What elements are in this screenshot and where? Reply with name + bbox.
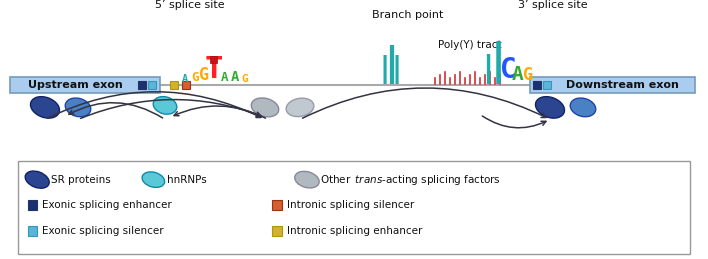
Ellipse shape [25,171,50,188]
Text: |: | [392,55,402,84]
Ellipse shape [286,98,314,117]
Text: |: | [491,41,506,84]
Bar [28,200,38,210]
FancyArrowPatch shape [81,99,261,118]
Text: 3’ splice site: 3’ splice site [518,0,588,10]
Text: G: G [241,74,249,84]
Text: A: A [512,65,524,84]
Text: A: A [231,70,239,84]
Bar [530,77,695,93]
Bar [210,56,217,63]
Text: T: T [205,55,223,84]
Ellipse shape [251,98,279,117]
Bar [273,200,282,210]
Text: G: G [523,66,533,84]
Bar [10,77,160,93]
Text: SR proteins: SR proteins [51,175,110,185]
FancyArrowPatch shape [302,88,546,118]
Text: G: G [199,66,209,84]
Text: |: | [384,45,398,84]
Text: hnRNPs: hnRNPs [167,175,207,185]
Text: G: G [191,71,199,84]
Bar [273,226,282,236]
Text: 5’ splice site: 5’ splice site [155,0,225,10]
FancyArrowPatch shape [47,92,261,118]
Bar [170,81,178,89]
Ellipse shape [295,171,319,188]
Text: |: | [380,55,390,84]
Bar [138,81,146,89]
Ellipse shape [535,97,564,118]
Text: Downstream exon: Downstream exon [566,80,679,90]
Text: Upstream exon: Upstream exon [28,80,122,90]
Text: C: C [500,56,516,84]
Bar [28,226,38,236]
Bar [533,81,541,89]
FancyBboxPatch shape [18,161,690,254]
Bar [148,81,156,89]
Ellipse shape [153,97,177,114]
Text: Branch point: Branch point [372,10,444,20]
Ellipse shape [142,172,165,188]
Ellipse shape [570,98,595,117]
Ellipse shape [30,97,59,118]
FancyArrowPatch shape [482,116,546,128]
Text: A: A [221,71,229,84]
Text: A: A [182,74,188,84]
Text: Poly(Y) tract: Poly(Y) tract [438,40,502,50]
Text: |: | [482,54,493,84]
Text: Intronic splicing silencer: Intronic splicing silencer [287,200,414,210]
FancyArrowPatch shape [69,103,163,118]
Bar [182,81,190,89]
FancyArrowPatch shape [174,106,266,118]
Bar [543,81,551,89]
Text: Intronic splicing enhancer: Intronic splicing enhancer [287,226,422,236]
Text: Other  $\it{trans}$-acting splicing factors: Other $\it{trans}$-acting splicing facto… [321,173,501,187]
Text: Exonic splicing enhancer: Exonic splicing enhancer [42,200,172,210]
Text: Exonic splicing silencer: Exonic splicing silencer [42,226,164,236]
Ellipse shape [65,98,91,117]
